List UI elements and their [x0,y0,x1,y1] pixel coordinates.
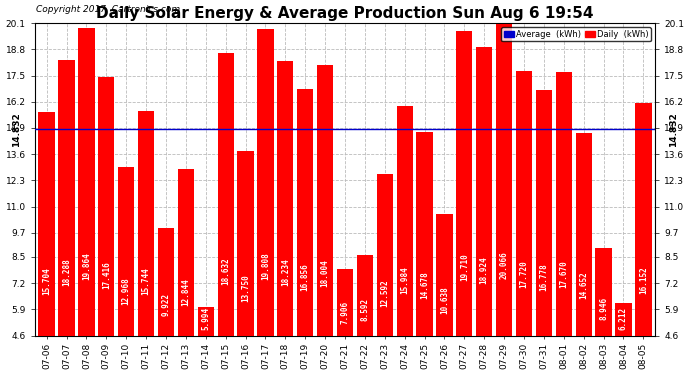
Text: 6.212: 6.212 [619,307,628,330]
Bar [416,132,433,336]
Text: 5.994: 5.994 [201,308,210,330]
Text: 17.670: 17.670 [560,260,569,288]
Bar [237,151,254,336]
Bar [516,71,532,336]
Bar [158,228,174,336]
Bar [197,308,214,336]
Bar [555,72,572,336]
Bar [397,106,413,336]
Bar [39,112,55,336]
Bar [357,255,373,336]
Text: 17.416: 17.416 [102,261,111,289]
Text: 18.288: 18.288 [62,258,71,286]
Bar [297,88,313,336]
Bar [257,29,274,336]
Bar [78,28,95,336]
Text: 14.832: 14.832 [12,112,21,147]
Bar [595,248,612,336]
Text: 19.864: 19.864 [82,252,91,280]
Bar [436,214,453,336]
Text: 10.638: 10.638 [440,286,449,314]
Text: Copyright 2017  Cartronics.com: Copyright 2017 Cartronics.com [36,5,180,14]
Text: 19.710: 19.710 [460,253,469,281]
Bar [535,90,552,336]
Text: 8.592: 8.592 [360,298,369,321]
Text: 17.720: 17.720 [520,260,529,288]
Bar [476,47,493,336]
Text: 18.234: 18.234 [281,258,290,286]
Bar [217,53,234,336]
Text: 20.066: 20.066 [500,252,509,279]
Text: 12.844: 12.844 [181,278,190,306]
Text: 14.652: 14.652 [579,272,588,299]
Bar [635,103,651,336]
Bar [98,77,115,336]
Bar [456,31,473,336]
Text: 13.750: 13.750 [241,274,250,302]
Bar [575,133,592,336]
Text: 7.906: 7.906 [340,300,350,324]
Text: 14.678: 14.678 [420,271,429,299]
Text: 18.632: 18.632 [221,257,230,285]
Bar [178,170,194,336]
Bar [138,111,155,336]
Bar [317,65,333,336]
Bar [277,61,293,336]
Bar [377,174,393,336]
Bar [615,303,631,336]
Text: 15.984: 15.984 [400,267,409,294]
Bar [118,167,135,336]
Title: Daily Solar Energy & Average Production Sun Aug 6 19:54: Daily Solar Energy & Average Production … [96,6,594,21]
Text: 16.152: 16.152 [639,266,648,294]
Text: 8.946: 8.946 [599,297,608,320]
Bar [496,24,512,336]
Text: 9.922: 9.922 [161,293,170,316]
Text: 12.592: 12.592 [380,279,389,306]
Bar [337,269,353,336]
Text: 18.924: 18.924 [480,256,489,284]
Legend: Average  (kWh), Daily  (kWh): Average (kWh), Daily (kWh) [501,27,651,41]
Text: 19.808: 19.808 [261,253,270,280]
Text: 14.832: 14.832 [669,112,678,147]
Text: 16.778: 16.778 [540,264,549,291]
Text: 18.004: 18.004 [321,259,330,287]
Bar [59,60,75,336]
Text: 15.744: 15.744 [141,267,150,295]
Text: 15.704: 15.704 [42,267,51,295]
Text: 12.968: 12.968 [121,278,130,305]
Text: 16.856: 16.856 [301,263,310,291]
